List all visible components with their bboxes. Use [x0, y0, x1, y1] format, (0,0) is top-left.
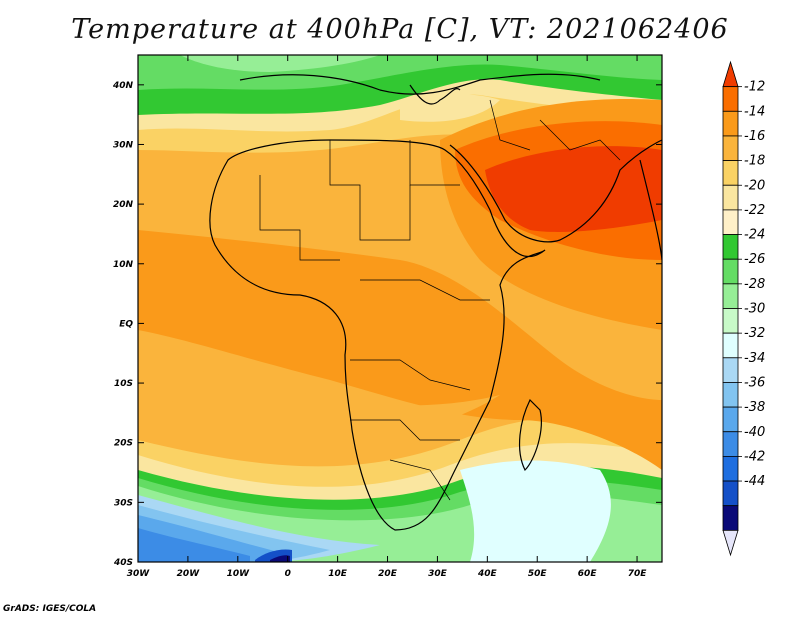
band-north-minus28 — [180, 55, 380, 72]
border-congo — [350, 359, 471, 391]
border-egypt-sudan — [409, 140, 460, 186]
arabia-coastline — [449, 139, 662, 243]
band-minus38 — [138, 528, 250, 562]
band-central-minus18 — [138, 360, 500, 430]
colorbar-swatch — [722, 455, 739, 482]
colorbar-swatch — [722, 308, 739, 334]
colorbar-level-label: -20 — [744, 178, 765, 193]
lon-tick-label: 60E — [578, 569, 598, 579]
border-levant — [489, 99, 531, 151]
madagascar-coastline — [519, 398, 542, 472]
colorbar-swatch — [722, 505, 739, 531]
lon-tick-label: 10W — [227, 569, 251, 579]
colorbar-swatch — [722, 406, 739, 433]
colorbar-swatch — [722, 209, 739, 235]
lat-tick-label: 40S — [113, 558, 133, 568]
colorbar-level-label: -24 — [744, 228, 765, 243]
colorbar-swatch — [722, 86, 739, 112]
lon-tick-label: 40E — [477, 569, 498, 579]
lon-tick-label: 0 — [285, 569, 291, 579]
colorbar-level-label: -28 — [744, 277, 765, 292]
colorbar-level-label: -18 — [744, 154, 765, 169]
colorbar-level-label: -22 — [744, 203, 765, 218]
colorbar-level-label: -36 — [744, 375, 765, 390]
band-minus44 — [270, 555, 290, 562]
colorbar-swatch — [722, 431, 739, 457]
colorbar-swatch — [722, 135, 739, 161]
lon-tick-label: 20E — [378, 569, 398, 579]
colorbar-swatch — [722, 382, 739, 408]
colorbar-swatch — [722, 283, 739, 309]
colorbar-level-label: -12 — [744, 80, 765, 95]
border-central — [360, 279, 490, 301]
colorbar-swatch — [722, 332, 739, 359]
colorbar-level-label: -42 — [744, 449, 765, 464]
lat-tick-label: 10S — [114, 379, 133, 389]
lon-tick-label: 70E — [628, 569, 648, 579]
border-south — [350, 419, 460, 441]
band-minus30-east — [460, 460, 611, 562]
lat-tick-label: 20S — [114, 439, 133, 449]
colorbar-level-label: -16 — [744, 129, 765, 144]
lon-tick-label: 30W — [127, 569, 151, 579]
border-sahara — [329, 140, 411, 241]
europe-coastline — [239, 73, 601, 95]
lon-tick-label: 30E — [428, 569, 448, 579]
colorbar-level-label: -40 — [744, 425, 765, 440]
border-west-africa — [259, 175, 340, 261]
colorbar-bottom-arrow — [722, 529, 739, 557]
lat-tick-label: 30S — [114, 498, 133, 508]
band-warm-minus12 — [485, 146, 662, 232]
grads-credit: GrADS: IGES/COLA — [3, 604, 97, 614]
border-southafrica — [389, 459, 451, 501]
colorbar-top-arrow — [722, 60, 739, 88]
greece-coastline — [409, 84, 461, 105]
band-med-minus22 — [400, 94, 500, 122]
coastlines — [209, 73, 662, 531]
india-coastline — [639, 159, 662, 261]
lat-tick-label: EQ — [119, 319, 133, 329]
colorbar-level-label: -38 — [744, 400, 765, 415]
colorbar-swatch — [722, 110, 739, 137]
colorbar-level-label: -30 — [744, 302, 765, 317]
colorbar-swatch — [722, 357, 739, 383]
colorbar-swatch — [722, 258, 739, 285]
colorbar-level-label: -44 — [744, 474, 765, 489]
lon-tick-label: 20W — [177, 569, 201, 579]
temperature-field — [138, 55, 662, 562]
colorbar-swatch — [722, 234, 739, 260]
country-borders — [259, 99, 621, 501]
lon-tick-group: 30W 20W 10W 0 10E 20E 30E 40E 50E 60E 70E — [127, 55, 647, 579]
colorbar-swatch — [722, 160, 739, 186]
lat-tick-label: 20N — [113, 200, 134, 210]
africa-coastline — [209, 139, 546, 531]
colorbar-level-label: -32 — [744, 326, 765, 341]
border-middle-east — [539, 119, 621, 161]
lon-tick-label: 10E — [328, 569, 348, 579]
colorbar-swatch — [722, 184, 739, 211]
colorbar-level-label: -34 — [744, 351, 765, 366]
lat-tick-label: 10N — [113, 260, 134, 270]
colorbar-level-label: -14 — [744, 104, 765, 119]
lat-tick-label: 40N — [112, 81, 134, 91]
colorbar-swatch — [722, 480, 739, 507]
lon-tick-label: 50E — [528, 569, 548, 579]
map-frame — [137, 54, 663, 563]
colorbar-level-label: -26 — [744, 252, 765, 267]
lat-tick-group: 40N 30N 20N 10N EQ 10S 20S 30S 40S — [112, 81, 662, 568]
map-title: Temperature at 400hPa [C], VT: 202106240… — [71, 14, 729, 45]
colorbar: -12 -14 -16 -18 -20 -22 -24 -26 -28 -30 -32 -34 -36 -… — [722, 60, 765, 557]
lat-tick-label: 30N — [113, 140, 134, 150]
